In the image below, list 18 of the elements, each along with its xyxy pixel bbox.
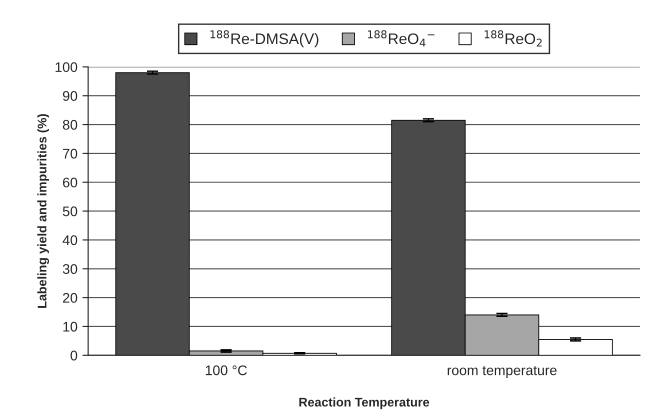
y-tick-label: 0 [70,350,78,360]
y-tick-label: 70 [63,148,78,159]
y-tick-label: 20 [62,292,78,303]
legend-label: $^{188}$ReO$_{2}$ [484,30,542,47]
legend-label: $^{188}$ReO$_{4}$$^{−}$ [368,30,434,47]
y-tick-label: 60 [62,178,78,188]
legend-label: $^{188}$Re-DMSA(V) [210,30,318,48]
y-tick-label: 100 [56,62,78,72]
y-tick-label: 10 [63,322,78,332]
x-tick-label: room temperature [448,366,557,378]
x-axis-title: Reaction Temperature [299,397,430,410]
y-tick-label: 30 [62,264,78,274]
y-tick-label: 90 [62,91,78,101]
y-tick-label: 40 [62,235,78,246]
x-tick-label: 100 °C [206,365,247,376]
y-tick-label: 80 [62,120,78,130]
y-tick-label: 50 [62,206,78,216]
y-axis-title: Labeling yield and impurities (%) [37,114,50,308]
